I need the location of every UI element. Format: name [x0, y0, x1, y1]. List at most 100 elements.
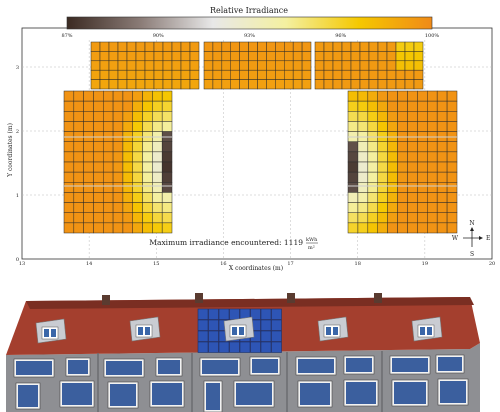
- panel-cell: [377, 121, 388, 132]
- panel-cell: [112, 141, 124, 153]
- panel-cell: [266, 60, 276, 71]
- panel-cell: [93, 171, 104, 183]
- panel-cell: [142, 111, 153, 122]
- panel-cell: [142, 151, 153, 163]
- panel-cell: [357, 182, 369, 193]
- panel-cell: [73, 161, 84, 173]
- panel-cell: [221, 41, 231, 52]
- panel-cell: [103, 161, 114, 173]
- panel-cell: [132, 171, 143, 183]
- panel-cell: [108, 69, 119, 80]
- panel-cell: [427, 90, 438, 102]
- panel-cell: [292, 69, 303, 80]
- panel-cell: [142, 141, 153, 153]
- panel-cell: [377, 192, 388, 203]
- panel-cell: [83, 111, 94, 122]
- panel-cell: [395, 41, 406, 52]
- panel-cell: [347, 182, 359, 193]
- panel-cell: [83, 100, 94, 112]
- panel-cell: [152, 151, 163, 163]
- panel-cell: [144, 69, 155, 80]
- panel-cell: [103, 212, 114, 224]
- panel-cell: [103, 100, 114, 112]
- panel-cell: [446, 161, 458, 173]
- panel-cell: [377, 69, 388, 80]
- panel-cell: [284, 60, 294, 71]
- panel-cell: [301, 60, 312, 71]
- panel-cell: [90, 60, 101, 71]
- panel-cell: [275, 79, 285, 90]
- panel-cell: [284, 41, 294, 52]
- panel-cell: [132, 182, 143, 193]
- panel-cell: [397, 182, 408, 193]
- panel-cell: [126, 79, 137, 90]
- panel-cell: [144, 41, 155, 52]
- panel-cell: [122, 171, 133, 183]
- panel-cell: [377, 182, 388, 193]
- panel-cell: [203, 51, 214, 62]
- panel-cell: [63, 182, 75, 193]
- panel-cell: [347, 90, 359, 102]
- panel-cell: [314, 79, 325, 90]
- panel-cell: [248, 41, 258, 52]
- x-tick: 15: [153, 261, 159, 267]
- panel-cell: [221, 69, 231, 80]
- panel-cell: [387, 141, 398, 153]
- panel-cell: [368, 51, 379, 62]
- panel-cell: [239, 69, 249, 80]
- panel-cell: [417, 192, 428, 203]
- panel-cell: [395, 51, 406, 62]
- panel-cell: [230, 69, 240, 80]
- panel-cell: [132, 111, 143, 122]
- panel-cell: [153, 51, 164, 62]
- panel-cell: [73, 222, 84, 234]
- panel-cell: [323, 69, 334, 80]
- panel-cell: [446, 141, 458, 153]
- panel-cell: [387, 182, 398, 193]
- panel-cell: [332, 41, 343, 52]
- panel-cell: [171, 60, 182, 71]
- panel-cell: [153, 60, 164, 71]
- panel-cell: [367, 121, 378, 132]
- panel-cell: [436, 151, 448, 163]
- panel-cell: [377, 100, 388, 112]
- panel-cell: [377, 90, 388, 102]
- panel-cell: [387, 171, 398, 183]
- panel-cell: [357, 141, 369, 153]
- panel-cell: [417, 161, 428, 173]
- panel-cell: [367, 100, 378, 112]
- panel-cell: [132, 121, 143, 132]
- panel-cell: [142, 182, 153, 193]
- panel-cell: [284, 79, 294, 90]
- panel-cell: [446, 100, 458, 112]
- panel-cell: [93, 111, 104, 122]
- panel-cell: [347, 121, 359, 132]
- panel-cell: [153, 79, 164, 90]
- panel-cell: [377, 151, 388, 163]
- max-irradiance-unit-num: kWh: [306, 237, 318, 243]
- panel-cell: [350, 69, 361, 80]
- panel-cell: [73, 121, 84, 132]
- panel-cell: [368, 60, 379, 71]
- panel-cell: [171, 51, 182, 62]
- panel-cell: [301, 79, 312, 90]
- panel-cell: [73, 192, 84, 203]
- panel-cell: [153, 69, 164, 80]
- panel-cell: [248, 60, 258, 71]
- panel-cell: [407, 151, 418, 163]
- x-tick: 13: [19, 261, 25, 267]
- panel-cell: [83, 222, 94, 234]
- x-tick: 17: [287, 261, 293, 267]
- panel-cell: [427, 202, 438, 213]
- panel-cell: [413, 79, 424, 90]
- panel-cell: [152, 100, 163, 112]
- panel-cell: [417, 222, 428, 234]
- panel-cell: [161, 161, 173, 173]
- panel-cell: [357, 100, 369, 112]
- panel-cell: [161, 90, 173, 102]
- x-tick: 16: [220, 261, 226, 267]
- panel-cell: [112, 151, 124, 163]
- panel-cell: [368, 69, 379, 80]
- panel-cell: [436, 171, 448, 183]
- panel-cell: [122, 151, 133, 163]
